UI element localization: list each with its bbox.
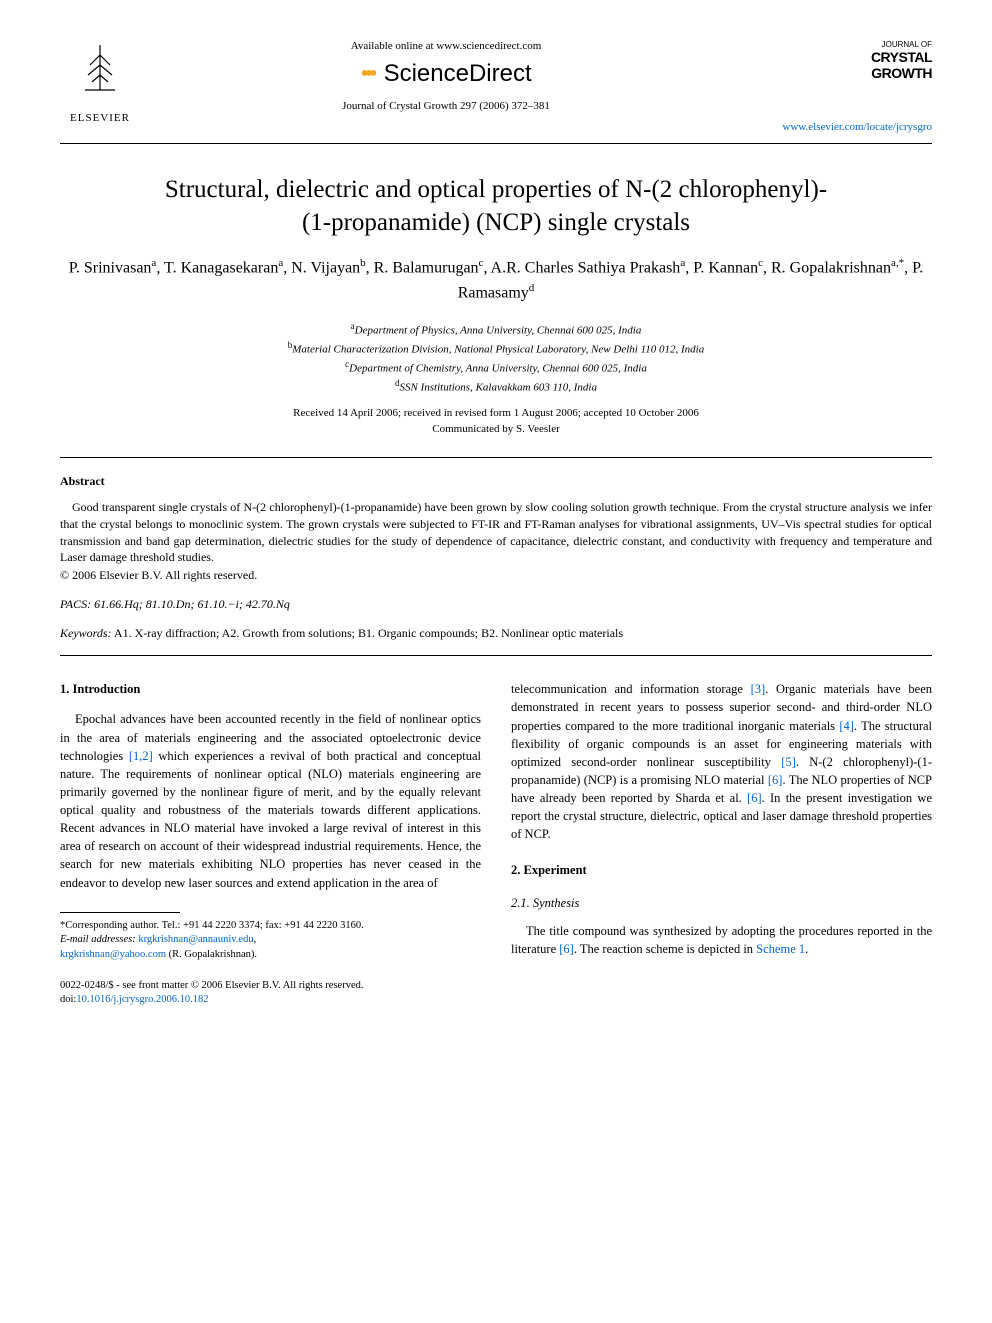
keywords-line: Keywords: A1. X-ray diffraction; A2. Gro…	[60, 626, 932, 641]
affiliation-a: aDepartment of Physics, Anna University,…	[60, 320, 932, 339]
section-1-heading: 1. Introduction	[60, 680, 481, 698]
pacs-label: PACS:	[60, 597, 91, 611]
sciencedirect-text: ScienceDirect	[384, 60, 532, 88]
section-2-heading: 2. Experiment	[511, 861, 932, 879]
section-2-1-heading: 2.1. Synthesis	[511, 894, 932, 912]
header-rule	[60, 143, 932, 144]
journal-logo-small: JOURNAL OF	[752, 40, 932, 49]
journal-url-link[interactable]: www.elsevier.com/locate/jcrysgro	[752, 121, 932, 133]
center-header: Available online at www.sciencedirect.co…	[140, 40, 752, 112]
pacs-line: PACS: 61.66.Hq; 81.10.Dn; 61.10.−i; 42.7…	[60, 597, 932, 612]
section-rule-top	[60, 457, 932, 458]
sd-dots-icon: •••	[360, 61, 373, 88]
title-line-2: (1-propanamide) (NCP) single crystals	[302, 209, 690, 236]
scheme-1-link[interactable]: Scheme 1	[756, 942, 805, 956]
footnote-rule	[60, 912, 180, 913]
title-line-1: Structural, dielectric and optical prope…	[165, 176, 827, 203]
right-column: telecommunication and information storag…	[511, 680, 932, 1008]
keywords-label: Keywords:	[60, 626, 112, 640]
left-column: 1. Introduction Epochal advances have be…	[60, 680, 481, 1008]
footnote-email-line-2: krgkrishnan@yahoo.com (R. Gopalakrishnan…	[60, 948, 481, 963]
article-dates: Received 14 April 2006; received in revi…	[60, 406, 932, 437]
sciencedirect-logo: ••• ScienceDirect	[140, 60, 752, 88]
ref-link-1-2[interactable]: [1,2]	[129, 749, 153, 763]
received-text: Received 14 April 2006; received in revi…	[60, 406, 932, 421]
ref-link-6a[interactable]: [6]	[768, 773, 783, 787]
copyright-text: © 2006 Elsevier B.V. All rights reserved…	[60, 568, 932, 583]
section-rule-bottom	[60, 655, 932, 656]
page-header: ELSEVIER Available online at www.science…	[60, 40, 932, 133]
ref-link-6c[interactable]: [6]	[559, 942, 574, 956]
pacs-values: 61.66.Hq; 81.10.Dn; 61.10.−i; 42.70.Nq	[94, 597, 290, 611]
elsevier-tree-icon	[60, 40, 140, 108]
ref-link-3[interactable]: [3]	[751, 682, 766, 696]
footnote-corr-text: *Corresponding author. Tel.: +91 44 2220…	[60, 919, 481, 934]
keywords-values: A1. X-ray diffraction; A2. Growth from s…	[114, 626, 623, 640]
ref-link-4[interactable]: [4]	[839, 719, 854, 733]
footnote-email-label: E-mail addresses:	[60, 934, 136, 945]
affiliations: aDepartment of Physics, Anna University,…	[60, 320, 932, 397]
article-title: Structural, dielectric and optical prope…	[60, 174, 932, 239]
doi-link[interactable]: 10.1016/j.jcrysgro.2006.10.182	[76, 994, 208, 1005]
affiliation-b: bMaterial Characterization Division, Nat…	[60, 339, 932, 358]
affiliation-d: dSSN Institutions, Kalavakkam 603 110, I…	[60, 377, 932, 396]
email-link-2[interactable]: krgkrishnan@yahoo.com	[60, 949, 166, 960]
affiliation-c: cDepartment of Chemistry, Anna Universit…	[60, 358, 932, 377]
abstract-text: Good transparent single crystals of N-(2…	[60, 499, 932, 566]
introduction-paragraph: Epochal advances have been accounted rec…	[60, 710, 481, 891]
footnote-email-line: E-mail addresses: krgkrishnan@annauniv.e…	[60, 933, 481, 948]
abstract-heading: Abstract	[60, 474, 932, 489]
communicated-text: Communicated by S. Veesler	[60, 422, 932, 437]
corresponding-author-footnote: *Corresponding author. Tel.: +91 44 2220…	[60, 919, 481, 963]
elsevier-logo: ELSEVIER	[60, 40, 140, 124]
journal-reference: Journal of Crystal Growth 297 (2006) 372…	[140, 100, 752, 112]
synthesis-paragraph: The title compound was synthesized by ad…	[511, 922, 932, 958]
authors: P. Srinivasana, T. Kanagasekarana, N. Vi…	[60, 255, 932, 306]
footnote-email-name: (R. Gopalakrishnan).	[169, 949, 257, 960]
elsevier-text: ELSEVIER	[60, 112, 140, 124]
journal-logo-growth: GROWTH	[752, 65, 932, 81]
right-header: JOURNAL OF CRYSTAL GROWTH www.elsevier.c…	[752, 40, 932, 133]
two-column-body: 1. Introduction Epochal advances have be…	[60, 680, 932, 1008]
right-col-continuation: telecommunication and information storag…	[511, 680, 932, 843]
ref-link-5[interactable]: [5]	[781, 755, 796, 769]
bottom-info: 0022-0248/$ - see front matter © 2006 El…	[60, 979, 481, 1008]
issn-line: 0022-0248/$ - see front matter © 2006 El…	[60, 979, 481, 994]
available-online-text: Available online at www.sciencedirect.co…	[140, 40, 752, 52]
ref-link-6b[interactable]: [6]	[747, 791, 762, 805]
email-link-1[interactable]: krgkrishnan@annauniv.edu	[138, 934, 253, 945]
journal-logo-crystal: CRYSTAL	[752, 49, 932, 65]
doi-line: doi:10.1016/j.jcrysgro.2006.10.182	[60, 993, 481, 1008]
